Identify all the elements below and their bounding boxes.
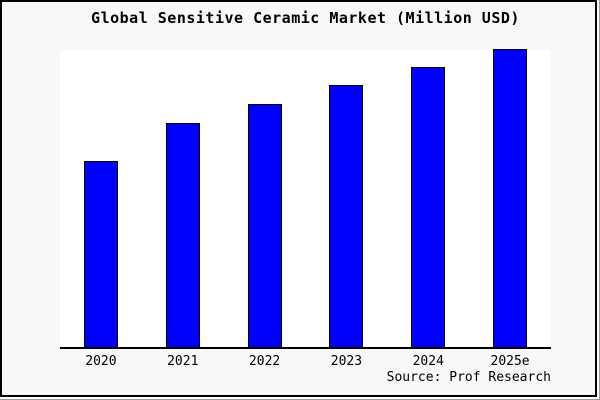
chart-title: Global Sensitive Ceramic Market (Million… xyxy=(91,9,520,27)
bar-2023 xyxy=(329,85,364,347)
bar-2025e xyxy=(493,49,528,347)
bar-2020 xyxy=(83,161,118,347)
x-tick-label-2023: 2023 xyxy=(330,354,363,369)
plot-area xyxy=(60,49,551,349)
x-tick-label-2022: 2022 xyxy=(248,354,281,369)
source-note: Source: Prof Research xyxy=(386,370,551,385)
x-tick-label-2021: 2021 xyxy=(167,354,199,369)
x-tick-label-2020: 2020 xyxy=(85,354,117,369)
bar-2021 xyxy=(165,123,200,347)
bar-2024 xyxy=(411,67,446,347)
bar-2022 xyxy=(247,104,282,347)
x-tick-label-2025e: 2025e xyxy=(490,354,530,369)
x-tick-label-2024: 2024 xyxy=(412,354,444,369)
